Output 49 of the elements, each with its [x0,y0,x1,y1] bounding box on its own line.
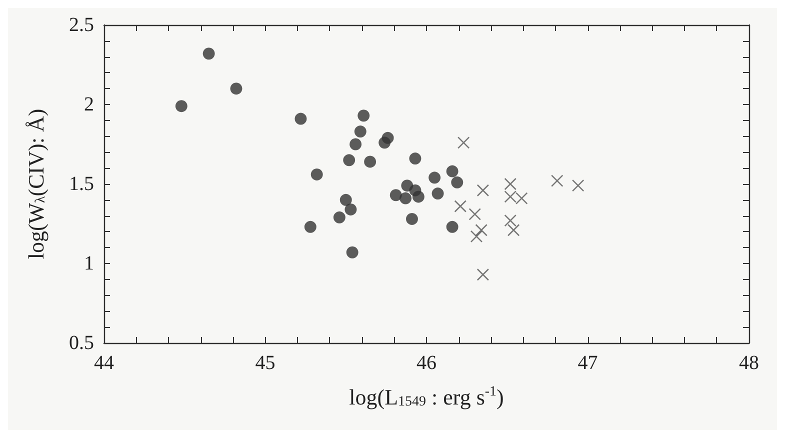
x-tick-label: 48 [739,352,759,374]
point [358,110,370,122]
point [507,224,520,236]
y-axis-title: log(Wλ(CIV): Å) [24,108,48,260]
point [446,165,458,178]
y-tick-label: 1.5 [69,173,94,195]
point [382,132,394,144]
point [202,48,215,60]
point [451,176,464,188]
x-tick-label: 45 [255,352,276,374]
y-tick-label: 1 [84,252,94,274]
x-tick-label: 47 [578,352,598,374]
point [344,203,357,216]
point [412,190,424,203]
x-tick-label: 44 [94,352,114,374]
point [390,189,402,202]
point [294,112,307,125]
point [340,194,352,206]
point [504,214,516,227]
point [572,179,584,192]
point [409,152,422,165]
y-tick-label: 2 [84,94,94,116]
point [304,220,316,233]
point [432,188,444,200]
point [310,168,323,180]
point [475,224,488,236]
point [333,211,346,224]
point [364,156,376,168]
point [400,192,412,204]
point [515,192,528,204]
point [230,82,242,95]
point [476,184,490,197]
point [457,136,470,149]
point [428,172,441,184]
point [476,268,490,281]
point [468,208,482,220]
point [175,100,188,112]
point [550,174,564,187]
point [406,212,418,225]
point [343,154,356,166]
point [346,246,358,258]
point [446,220,458,233]
point [354,126,366,138]
y-tick-label: 2.5 [69,14,94,36]
y-tick-label: 0.5 [69,332,94,354]
point [350,138,362,150]
point [470,230,483,243]
x-tick-label: 46 [416,352,436,374]
point [454,200,467,212]
